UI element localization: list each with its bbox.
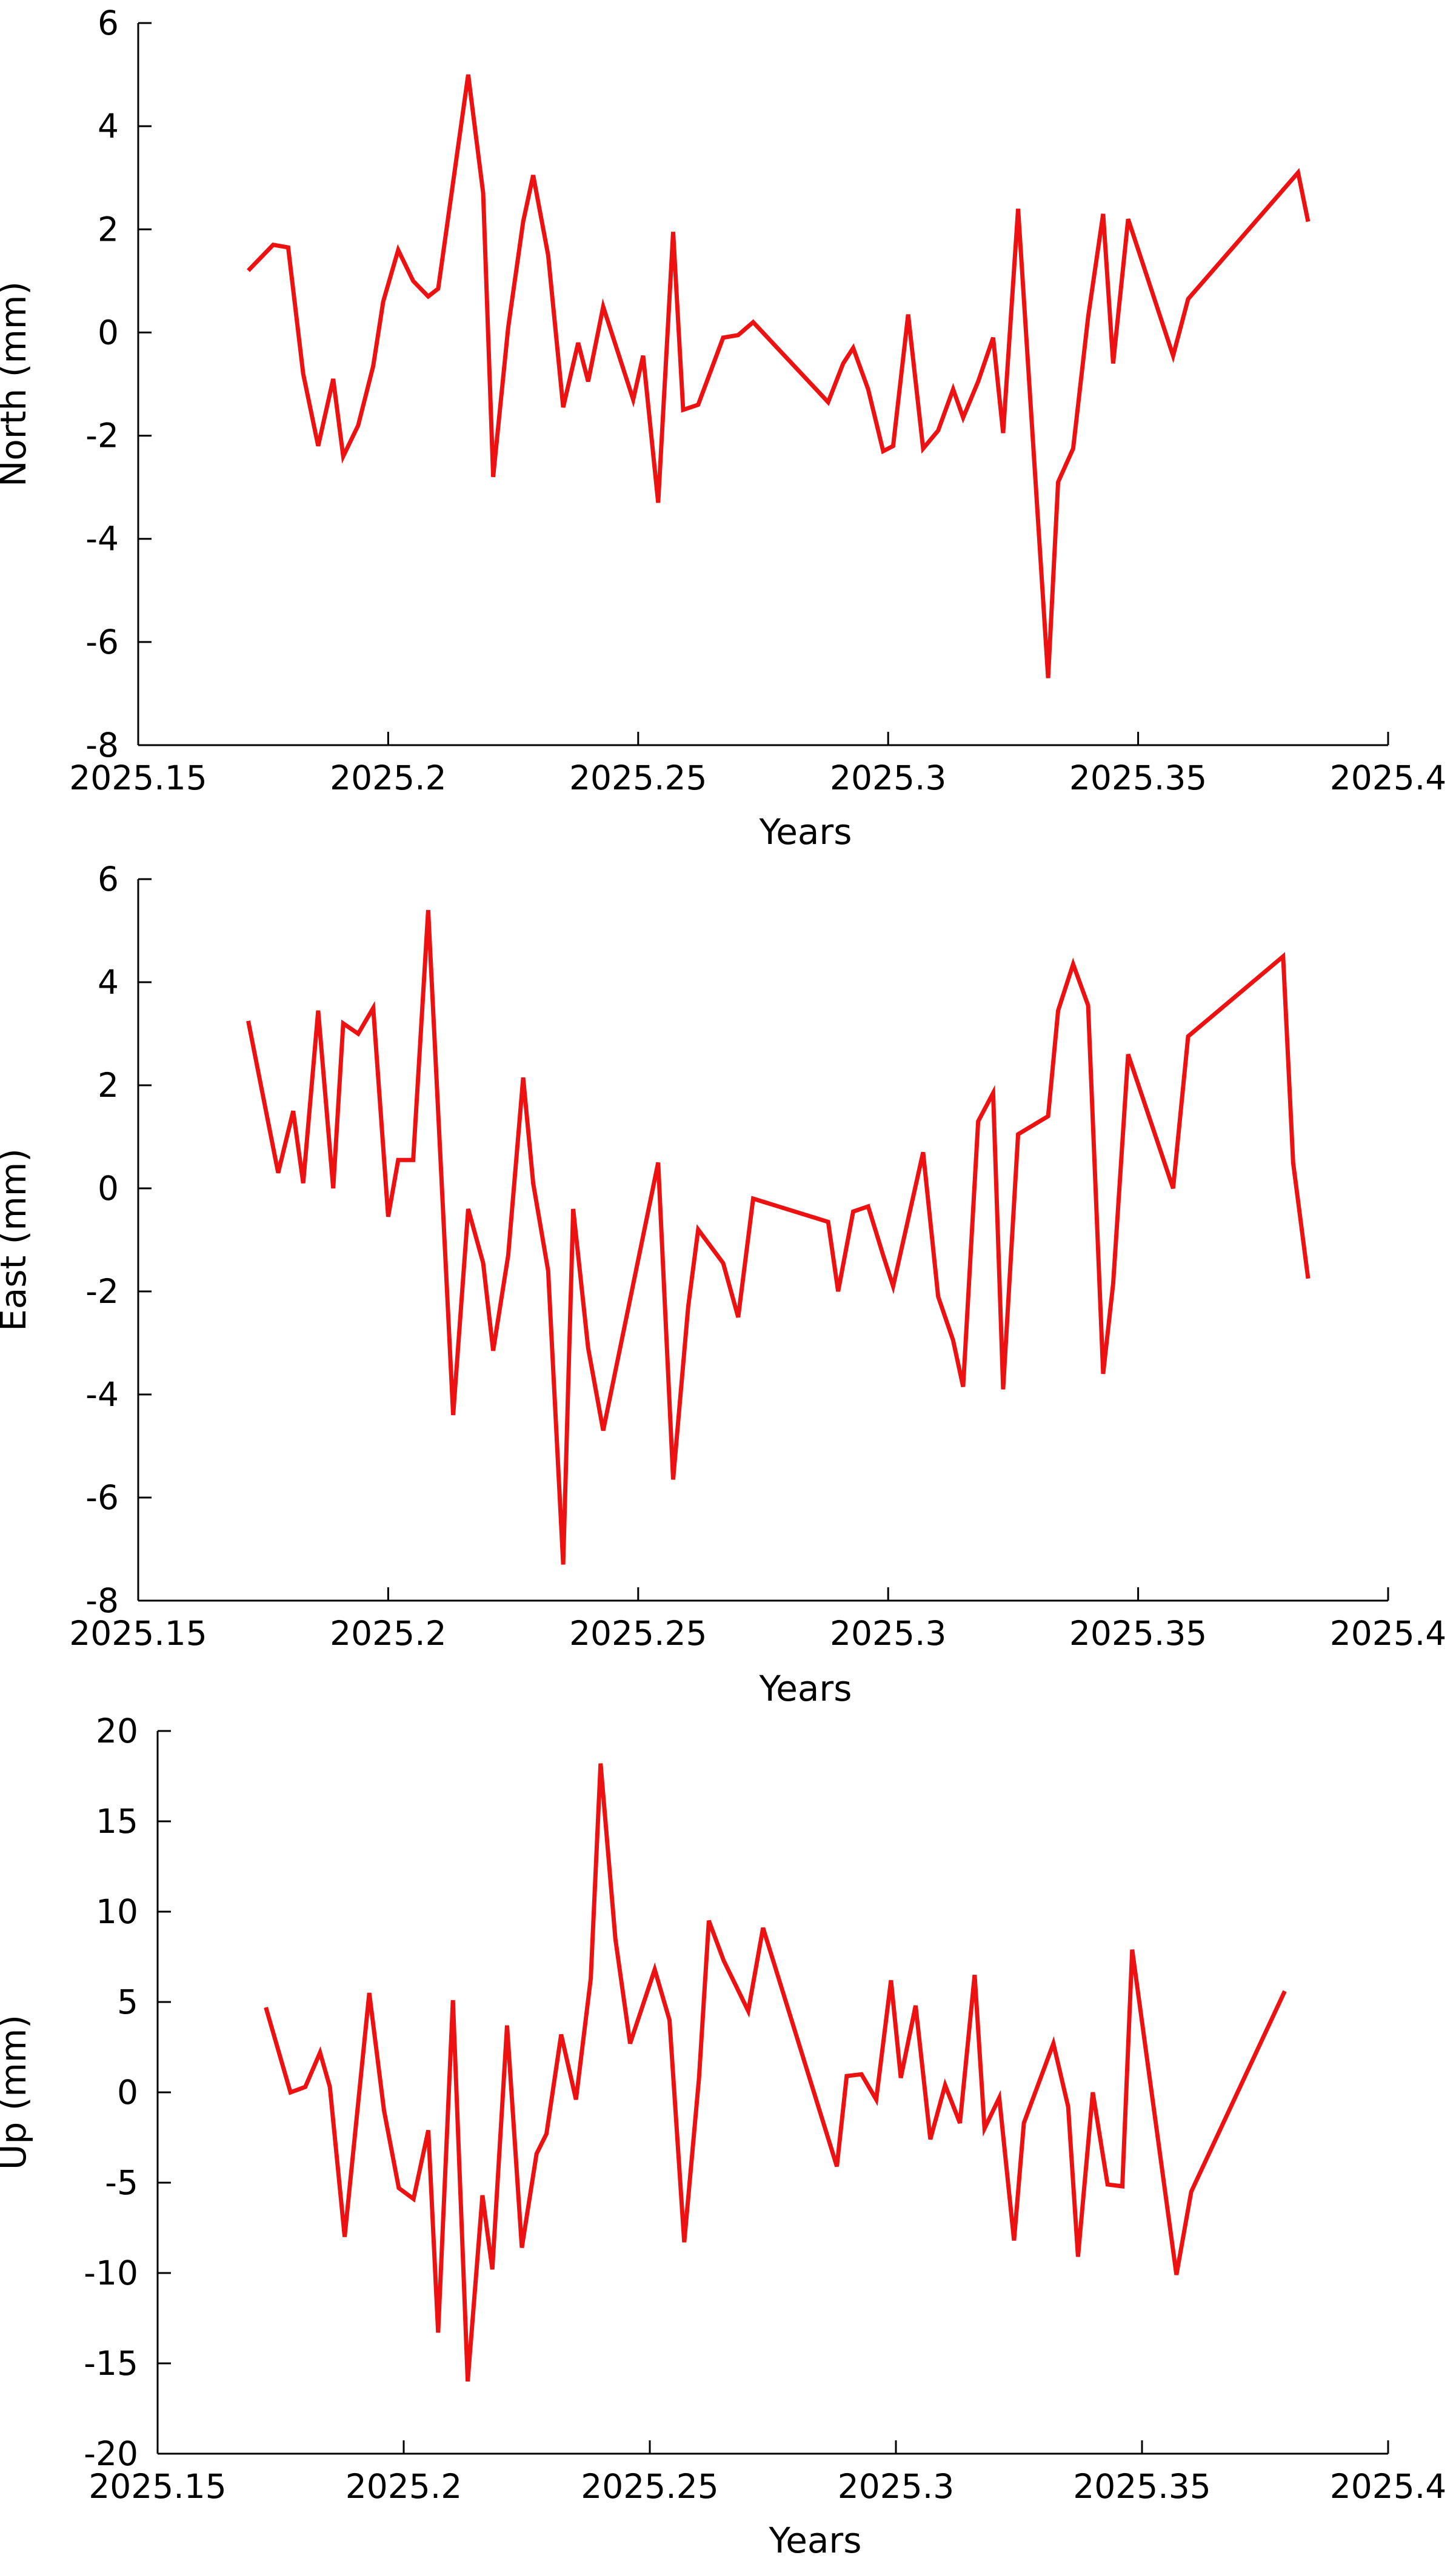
up-y-tick-label: -10 — [84, 2254, 138, 2292]
east-y-tick-label: -2 — [85, 1272, 119, 1311]
north-x-axis-title: Years — [758, 811, 852, 852]
east-y-tick-label: -6 — [85, 1478, 119, 1517]
north-x-tick-label: 2025.35 — [1069, 758, 1207, 797]
up-series-line — [264, 1763, 1287, 2382]
east-x-axis-title: Years — [758, 1668, 852, 1709]
north-y-tick-label: 6 — [98, 4, 119, 42]
up-y-axis-title: Up (mm) — [0, 2015, 34, 2170]
east-x-tick-label: 2025.25 — [569, 1614, 707, 1653]
north-y-tick-label: -2 — [85, 417, 119, 455]
up-y-tick-label: 15 — [96, 1802, 138, 1841]
east-y-tick-label: 6 — [98, 860, 119, 899]
north-x-tick-label: 2025.25 — [569, 758, 707, 797]
north-x-tick-label: 2025.4 — [1330, 758, 1446, 797]
north-y-tick-label: -4 — [85, 520, 119, 558]
east-x-tick-label: 2025.15 — [69, 1614, 207, 1653]
north-series-line — [246, 74, 1311, 678]
east-y-tick-label: -8 — [85, 1581, 119, 1620]
up-x-tick-label: 2025.15 — [88, 2467, 226, 2506]
north-y-tick-label: -8 — [85, 726, 119, 765]
up-x-tick-label: 2025.25 — [581, 2467, 718, 2506]
north-x-tick-label: 2025.2 — [330, 758, 446, 797]
east-x-tick-label: 2025.4 — [1330, 1614, 1446, 1653]
north-y-tick-label: 4 — [98, 107, 119, 146]
north-y-tick-label: 0 — [98, 313, 119, 352]
up-y-tick-label: 5 — [117, 1983, 138, 2021]
north-chart: -8 -6 -4 -2 0 2 4 6 2025.15 2025.2 2025.25 2025.3 20… — [0, 4, 1446, 852]
up-y-tick-label: -5 — [105, 2163, 138, 2202]
up-x-tick-label: 2025.4 — [1330, 2467, 1446, 2506]
up-x-tick-label: 2025.2 — [346, 2467, 462, 2506]
east-series-line — [246, 909, 1311, 1565]
north-y-axis-title: North (mm) — [0, 281, 34, 487]
up-x-tick-label: 2025.3 — [838, 2467, 954, 2506]
east-x-tick-label: 2025.2 — [330, 1614, 446, 1653]
up-x-axis-title: Years — [768, 2520, 861, 2561]
north-x-tick-label: 2025.3 — [830, 758, 946, 797]
up-y-tick-label: 10 — [96, 1892, 138, 1931]
up-chart: -20 -15 -10 -5 0 5 10 15 20 2025.15 2025.2 2025.25 2… — [0, 1712, 1446, 2561]
up-y-tick-label: 20 — [96, 1712, 138, 1750]
east-y-tick-label: 4 — [98, 963, 119, 1002]
east-y-tick-label: 0 — [98, 1169, 119, 1208]
north-y-tick-label: 2 — [98, 210, 119, 249]
east-y-tick-label: -4 — [85, 1375, 119, 1414]
east-x-tick-label: 2025.35 — [1069, 1614, 1207, 1653]
north-y-tick-label: -6 — [85, 623, 119, 661]
up-y-tick-label: -20 — [84, 2434, 138, 2473]
up-y-tick-label: 0 — [117, 2073, 138, 2112]
east-y-axis-title: East (mm) — [0, 1148, 34, 1331]
up-y-tick-label: -15 — [84, 2344, 138, 2383]
east-y-tick-label: 2 — [98, 1066, 119, 1105]
up-x-tick-label: 2025.35 — [1073, 2467, 1211, 2506]
north-x-tick-label: 2025.15 — [69, 758, 207, 797]
east-chart: -8 -6 -4 -2 0 2 4 6 2025.15 2025.2 2025.25 2025.3 20… — [0, 860, 1446, 1709]
east-x-tick-label: 2025.3 — [830, 1614, 946, 1653]
